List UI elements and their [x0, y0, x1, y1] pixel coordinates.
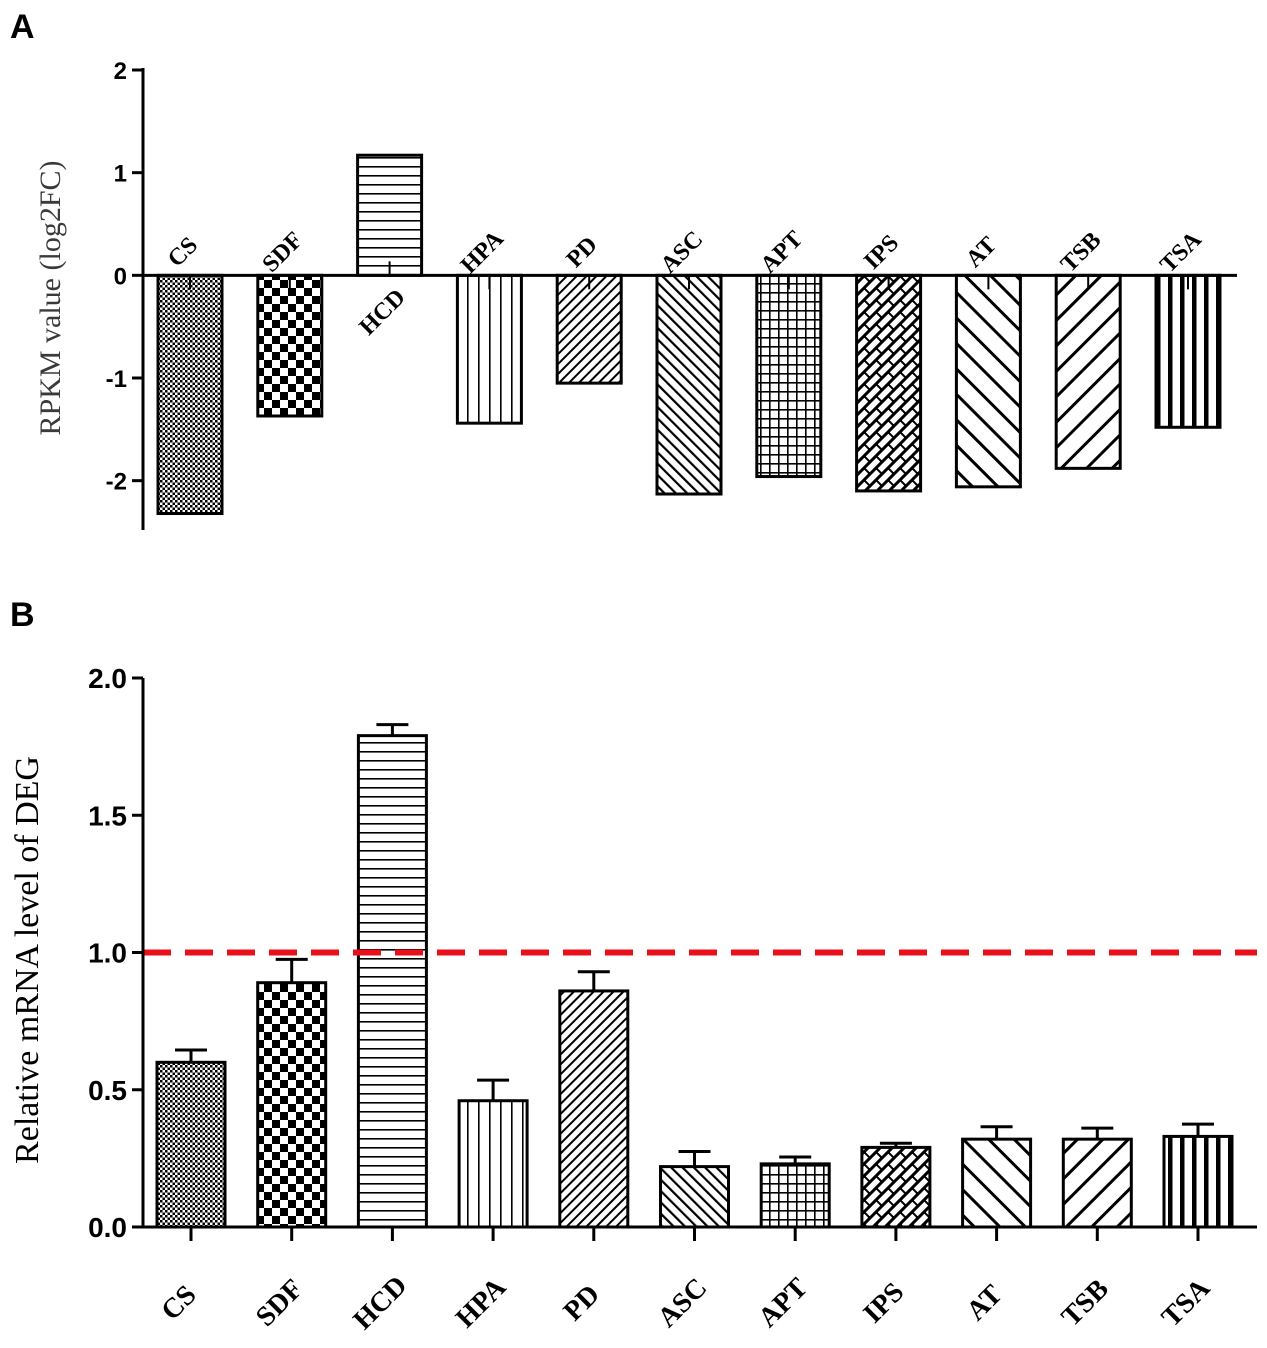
panel-a-bar-hcd — [356, 153, 424, 277]
panel-a-category-label: AT — [961, 232, 1002, 273]
panel-b-bar-cs — [155, 1060, 227, 1229]
panel-a-bars — [156, 153, 1222, 516]
panel-a-bar-cs — [156, 273, 224, 516]
panel-b-bar-ips — [860, 1145, 932, 1229]
panel-b-category-label: AT — [961, 1279, 1009, 1327]
panel-b-category-label: TSA — [1156, 1272, 1217, 1333]
panel-b-bar-apt — [759, 1162, 831, 1229]
panel-b-category-label: HPA — [450, 1271, 513, 1334]
panel-a-category-label: APT — [756, 226, 808, 278]
panel-a-bar-apt — [755, 273, 823, 479]
panel-b-error-bars — [175, 723, 1214, 1167]
panel-a-y-axis-label: RPKM value (log2FC) — [34, 160, 67, 435]
panel-b-category-label: APT — [752, 1272, 814, 1334]
panel-b-category-label: TSB — [1056, 1273, 1115, 1332]
panel-b-y-tick-label: 2.0 — [88, 663, 127, 694]
panel-b-bar-pd — [558, 989, 630, 1229]
panel-b-y-ticks: 0.0 0.5 1.0 1.5 2.0 — [88, 663, 143, 1243]
panel-b-bar-tsa — [1162, 1134, 1234, 1229]
panel-a-chart: -2 -1 0 1 2 CS SDF HCD HPA PD ASC APT IPS AT TSB TSA R… — [34, 58, 1237, 530]
panel-a-category-label: IPS — [859, 230, 904, 275]
panel-a-category-label: TSA — [1155, 226, 1207, 278]
panel-a-y-tick-label: 0 — [114, 263, 127, 290]
panel-b-bar-sdf — [256, 981, 328, 1229]
panel-b-category-labels: CS SDF HCD HPA PD ASC APT IPS AT TSB TSA — [155, 1270, 1216, 1336]
panel-a-y-tick-label: 2 — [114, 58, 127, 85]
panel-a-bar-ips — [855, 273, 923, 493]
panel-a-category-label: HPA — [456, 225, 509, 278]
panel-b-bars — [155, 734, 1234, 1229]
panel-a-category-label: ASC — [656, 226, 708, 278]
panel-b-y-axis-label: Relative mRNA level of DEG — [9, 756, 46, 1164]
panel-a-bar-asc — [655, 273, 723, 496]
panel-a-category-label: CS — [163, 232, 203, 272]
panel-b-y-tick-label: 1.5 — [88, 800, 127, 831]
panel-a-bar-tsb — [1054, 273, 1122, 470]
panel-a-y-tick-label: -2 — [106, 469, 127, 496]
panel-b-y-tick-label: 0.0 — [88, 1212, 127, 1243]
panel-b-bar-hcd — [356, 734, 428, 1229]
panel-a-category-label: HCD — [355, 284, 411, 340]
panel-a-bar-at — [954, 273, 1022, 489]
panel-b-chart: 0.0 0.5 1.0 1.5 2.0 CS SDF HCD HPA PD ASC APT IPS AT… — [9, 663, 1257, 1336]
panel-b-category-label: PD — [558, 1279, 606, 1327]
panel-a-y-tick-label: -1 — [106, 366, 127, 393]
panel-a-category-label: SDF — [258, 227, 308, 277]
panel-b-letter: B — [10, 596, 35, 634]
panel-b-bar-at — [961, 1137, 1033, 1229]
panel-b-category-label: IPS — [858, 1277, 911, 1330]
panel-b-bar-hpa — [457, 1099, 529, 1229]
panel-b-category-label: SDF — [250, 1273, 309, 1332]
panel-a-category-label: PD — [562, 232, 603, 273]
panel-b-category-label: CS — [155, 1279, 202, 1326]
panel-b-y-tick-label: 1.0 — [88, 938, 127, 969]
panel-a-bar-pd — [555, 273, 623, 385]
panel-a-category-label: TSB — [1056, 227, 1106, 277]
panel-a-bar-hpa — [455, 273, 523, 425]
panel-a-letter: A — [10, 8, 35, 46]
panel-b-bar-tsb — [1061, 1137, 1133, 1229]
panel-b-bar-asc — [659, 1165, 730, 1229]
panel-b-category-label: HCD — [347, 1270, 413, 1336]
panel-a-y-tick-label: 1 — [114, 161, 127, 188]
panel-a-bar-sdf — [256, 273, 324, 418]
panel-b-y-tick-label: 0.5 — [88, 1075, 127, 1106]
panel-b-x-ticks — [189, 1227, 1200, 1241]
panel-a-y-ticks: -2 -1 0 1 2 — [106, 58, 143, 496]
panel-a-bar-tsa — [1154, 273, 1222, 429]
panel-b-category-label: ASC — [652, 1272, 714, 1334]
